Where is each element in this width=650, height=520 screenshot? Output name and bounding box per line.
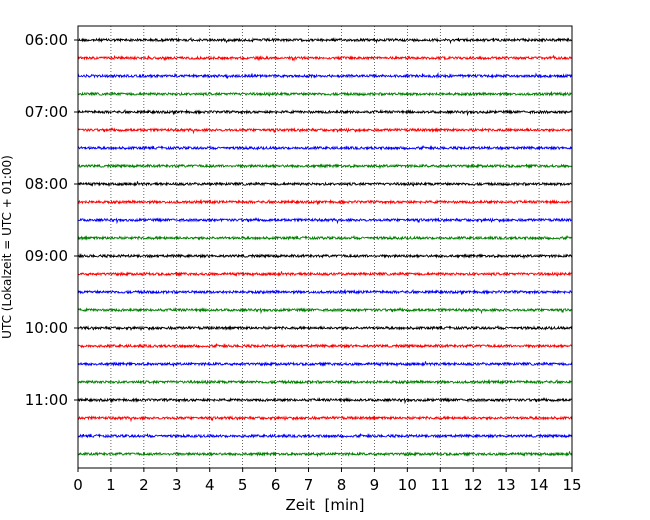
y-tick-label: 09:00 [25, 247, 68, 265]
trace-1045 [77, 378, 573, 386]
y-tick-label: 11:00 [25, 391, 68, 409]
x-tick-label: 1 [106, 476, 116, 494]
trace-1100 [77, 396, 573, 405]
trace-0830 [77, 216, 573, 225]
trace-0645 [77, 91, 573, 98]
x-tick-label: 0 [73, 476, 83, 494]
y-tick-label: 07:00 [25, 103, 68, 121]
x-tick-label: 2 [139, 476, 149, 494]
trace-0900 [77, 253, 573, 260]
x-tick-label: 15 [562, 476, 581, 494]
trace-0815 [77, 198, 573, 206]
trace-0845 [77, 235, 573, 241]
trace-0915 [77, 271, 573, 278]
x-tick-label: 14 [530, 476, 549, 494]
x-tick-label: 6 [271, 476, 281, 494]
trace-0745 [77, 163, 573, 170]
trace-1130 [77, 433, 573, 439]
x-tick-label: 9 [370, 476, 380, 494]
trace-1000 [77, 325, 573, 331]
trace-1145 [77, 451, 573, 458]
x-tick-label: 8 [337, 476, 347, 494]
y-axis-label: UTC (Lokalzeit = UTC + 01:00) [0, 155, 14, 339]
x-tick-label: 13 [497, 476, 516, 494]
trace-0715 [77, 126, 573, 135]
trace-0800 [77, 181, 573, 188]
trace-1030 [77, 361, 573, 368]
trace-0930 [77, 288, 573, 296]
x-tick-label: 10 [398, 476, 417, 494]
y-tick-label: 06:00 [25, 31, 68, 49]
x-tick-label: 12 [464, 476, 483, 494]
y-tick-label: 10:00 [25, 319, 68, 337]
x-tick-label: 7 [304, 476, 314, 494]
x-tick-label: 11 [431, 476, 450, 494]
x-axis-ticks: 0 1 2 3 4 5 6 7 8 9 10 11 12 13 14 15 [73, 468, 582, 494]
y-tick-label: 08:00 [25, 175, 68, 193]
plot-frame [77, 25, 573, 469]
x-tick-label: 5 [238, 476, 248, 494]
trace-0600 [77, 36, 573, 45]
trace-0615 [77, 54, 573, 62]
trace-0730 [77, 145, 573, 151]
trace-0945 [77, 306, 573, 315]
seismic-traces [77, 36, 573, 458]
trace-1015 [77, 343, 573, 349]
x-axis-label: Zeit [min] [285, 496, 364, 514]
trace-0630 [77, 72, 573, 79]
trace-1115 [77, 415, 573, 423]
x-tick-label: 3 [172, 476, 182, 494]
y-axis-ticks: 06:00 07:00 08:00 09:00 10:00 11:00 [25, 31, 78, 409]
x-tick-label: 4 [205, 476, 215, 494]
trace-0700 [77, 108, 573, 117]
grid-lines [110, 26, 540, 468]
